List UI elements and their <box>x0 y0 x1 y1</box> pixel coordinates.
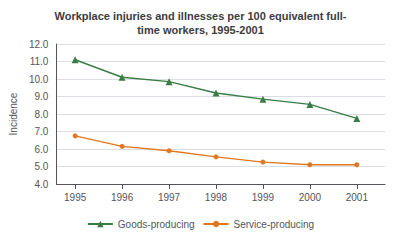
svg-text:4.0: 4.0 <box>34 179 48 190</box>
svg-text:1999: 1999 <box>252 192 275 203</box>
svg-text:7.0: 7.0 <box>34 126 48 137</box>
svg-text:12.0: 12.0 <box>29 39 49 50</box>
svg-text:Incidence: Incidence <box>8 92 19 135</box>
svg-text:1996: 1996 <box>111 192 134 203</box>
svg-text:Goods-producing: Goods-producing <box>118 219 195 230</box>
svg-text:2001: 2001 <box>346 192 369 203</box>
svg-text:time workers, 1995-2001: time workers, 1995-2001 <box>137 24 264 36</box>
svg-text:1997: 1997 <box>158 192 181 203</box>
svg-text:Workplace injuries and illness: Workplace injuries and illnesses per 100… <box>54 10 346 22</box>
svg-text:8.0: 8.0 <box>34 109 48 120</box>
svg-text:10.0: 10.0 <box>29 74 49 85</box>
svg-text:2000: 2000 <box>299 192 322 203</box>
svg-text:Service-producing: Service-producing <box>234 219 315 230</box>
svg-text:11.0: 11.0 <box>30 56 49 67</box>
svg-text:1998: 1998 <box>205 192 228 203</box>
svg-text:6.0: 6.0 <box>34 144 48 155</box>
svg-text:1995: 1995 <box>64 192 87 203</box>
svg-text:9.0: 9.0 <box>34 91 48 102</box>
svg-text:5.0: 5.0 <box>34 161 48 172</box>
